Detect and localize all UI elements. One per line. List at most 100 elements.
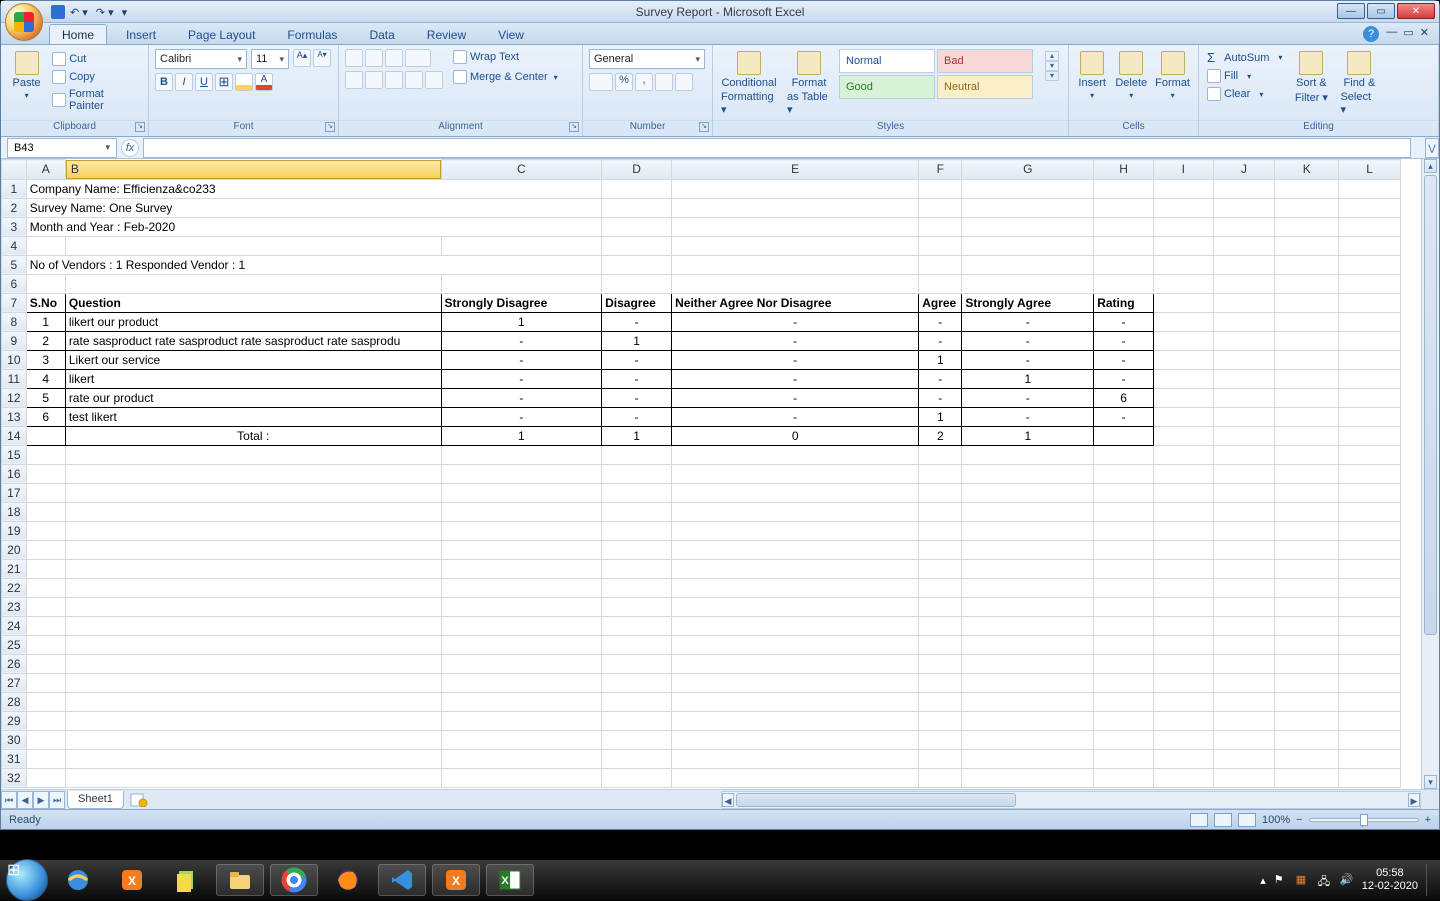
row-header-13[interactable]: 13: [2, 407, 27, 426]
cell-L11[interactable]: [1339, 369, 1401, 388]
cell-H20[interactable]: [1094, 540, 1154, 559]
cell-E15[interactable]: [672, 445, 919, 464]
cell-A10[interactable]: 3: [26, 350, 65, 369]
cell-C19[interactable]: [441, 521, 602, 540]
cell-C30[interactable]: [441, 730, 602, 749]
cell-D8[interactable]: -: [602, 312, 672, 331]
col-header-L[interactable]: L: [1339, 160, 1401, 180]
cell-J29[interactable]: [1213, 711, 1275, 730]
cell-G20[interactable]: [962, 540, 1094, 559]
cell-G5[interactable]: [962, 255, 1094, 274]
styles-more-icon[interactable]: ▾: [1045, 71, 1059, 81]
cell-F14[interactable]: 2: [919, 426, 962, 445]
cell-E30[interactable]: [672, 730, 919, 749]
cell-I22[interactable]: [1153, 578, 1213, 597]
cell-L31[interactable]: [1339, 749, 1401, 768]
col-header-J[interactable]: J: [1213, 160, 1275, 180]
cell-D31[interactable]: [602, 749, 672, 768]
taskbar-ie[interactable]: [54, 864, 102, 896]
cell-B30[interactable]: [65, 730, 441, 749]
cell-E3[interactable]: [672, 217, 919, 236]
cell-F10[interactable]: 1: [919, 350, 962, 369]
cell-I31[interactable]: [1153, 749, 1213, 768]
hscroll-thumb[interactable]: [736, 793, 1016, 807]
cell-I18[interactable]: [1153, 502, 1213, 521]
cell-K30[interactable]: [1275, 730, 1339, 749]
cell-K8[interactable]: [1275, 312, 1339, 331]
cell-D24[interactable]: [602, 616, 672, 635]
cell-H22[interactable]: [1094, 578, 1154, 597]
tray-flag-icon[interactable]: ⚑: [1274, 873, 1288, 887]
cell-I24[interactable]: [1153, 616, 1213, 635]
cell-J28[interactable]: [1213, 692, 1275, 711]
increase-font-icon[interactable]: A▴: [293, 49, 311, 67]
cell-A11[interactable]: 4: [26, 369, 65, 388]
align-left-icon[interactable]: [345, 71, 363, 89]
row-header-26[interactable]: 26: [2, 654, 27, 673]
cell-H19[interactable]: [1094, 521, 1154, 540]
cell-J23[interactable]: [1213, 597, 1275, 616]
cell-E19[interactable]: [672, 521, 919, 540]
cell-J31[interactable]: [1213, 749, 1275, 768]
cell-H13[interactable]: -: [1094, 407, 1154, 426]
cell-C23[interactable]: [441, 597, 602, 616]
fill-button[interactable]: Fill ▾: [1205, 68, 1284, 84]
cell-I20[interactable]: [1153, 540, 1213, 559]
cell-L26[interactable]: [1339, 654, 1401, 673]
cell-L16[interactable]: [1339, 464, 1401, 483]
cell-J1[interactable]: [1213, 179, 1275, 198]
cell-L7[interactable]: [1339, 293, 1401, 312]
cell-G24[interactable]: [962, 616, 1094, 635]
cell-G23[interactable]: [962, 597, 1094, 616]
wrap-text-button[interactable]: Wrap Text: [451, 49, 560, 65]
cell-G17[interactable]: [962, 483, 1094, 502]
cell-E28[interactable]: [672, 692, 919, 711]
cell-B19[interactable]: [65, 521, 441, 540]
cell-A6[interactable]: [26, 274, 65, 293]
cell-F13[interactable]: 1: [919, 407, 962, 426]
delete-cells-button[interactable]: Delete▾: [1113, 49, 1149, 102]
cell-K12[interactable]: [1275, 388, 1339, 407]
cell-F19[interactable]: [919, 521, 962, 540]
cell-H2[interactable]: [1094, 198, 1154, 217]
cell-K32[interactable]: [1275, 768, 1339, 787]
cell-L9[interactable]: [1339, 331, 1401, 350]
cell-D11[interactable]: -: [602, 369, 672, 388]
cell-B31[interactable]: [65, 749, 441, 768]
cell-D29[interactable]: [602, 711, 672, 730]
cell-G9[interactable]: -: [962, 331, 1094, 350]
cell-A20[interactable]: [26, 540, 65, 559]
taskbar-notes[interactable]: [162, 864, 210, 896]
cell-J13[interactable]: [1213, 407, 1275, 426]
cell-L17[interactable]: [1339, 483, 1401, 502]
cell-A27[interactable]: [26, 673, 65, 692]
cell-G32[interactable]: [962, 768, 1094, 787]
cell-B15[interactable]: [65, 445, 441, 464]
col-header-C[interactable]: C: [441, 160, 602, 180]
row-header-11[interactable]: 11: [2, 369, 27, 388]
cell-I9[interactable]: [1153, 331, 1213, 350]
cell-H7[interactable]: Rating: [1094, 293, 1154, 312]
tab-view[interactable]: View: [485, 24, 537, 44]
align-top-icon[interactable]: [345, 49, 363, 67]
row-header-4[interactable]: 4: [2, 236, 27, 255]
cell-L24[interactable]: [1339, 616, 1401, 635]
cell-F26[interactable]: [919, 654, 962, 673]
cell-K23[interactable]: [1275, 597, 1339, 616]
cell-B32[interactable]: [65, 768, 441, 787]
cell-C17[interactable]: [441, 483, 602, 502]
cell-G11[interactable]: 1: [962, 369, 1094, 388]
cell-L21[interactable]: [1339, 559, 1401, 578]
cell-I1[interactable]: [1153, 179, 1213, 198]
cell-I14[interactable]: [1153, 426, 1213, 445]
row-header-1[interactable]: 1: [2, 179, 27, 198]
comma-icon[interactable]: ,: [635, 73, 653, 91]
cell-K3[interactable]: [1275, 217, 1339, 236]
cell-A5[interactable]: No of Vendors : 1 Responded Vendor : 1: [26, 255, 601, 274]
cell-C9[interactable]: -: [441, 331, 602, 350]
cell-E32[interactable]: [672, 768, 919, 787]
styles-scroll-down-icon[interactable]: ▾: [1045, 61, 1059, 71]
decrease-font-icon[interactable]: A▾: [313, 49, 331, 67]
cell-A12[interactable]: 5: [26, 388, 65, 407]
cell-F18[interactable]: [919, 502, 962, 521]
